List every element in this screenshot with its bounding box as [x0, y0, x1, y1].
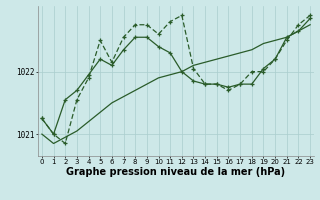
X-axis label: Graphe pression niveau de la mer (hPa): Graphe pression niveau de la mer (hPa): [67, 167, 285, 177]
